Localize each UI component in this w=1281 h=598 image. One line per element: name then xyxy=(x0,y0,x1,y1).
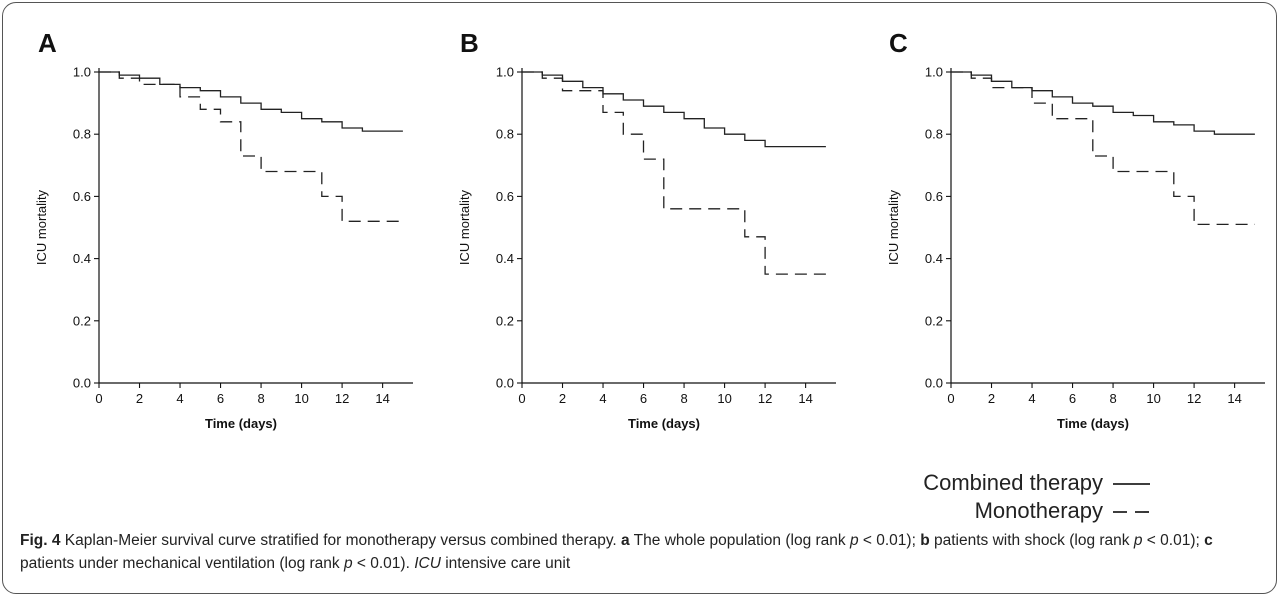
caption-intro: Kaplan-Meier survival curve stratified f… xyxy=(60,532,621,549)
panel-c: C 0.0 0.2 0.4 0.6 0.8 1.0 0 2 4 6 8 10 12 14 Time (days… xyxy=(886,28,1265,431)
y-tick-label: 0.6 xyxy=(496,189,514,204)
x-tick-label: 12 xyxy=(758,391,772,406)
y-tick-label: 0.0 xyxy=(925,376,943,391)
x-tick-label: 10 xyxy=(1146,391,1160,406)
x-tick-label: 8 xyxy=(257,391,264,406)
series-line-monotherapy xyxy=(99,72,403,221)
x-tick-label: 14 xyxy=(798,391,812,406)
caption-p-symbol: p xyxy=(850,532,859,549)
y-tick-label: 1.0 xyxy=(73,65,91,80)
x-tick-label: 10 xyxy=(294,391,308,406)
caption-c-text: patients under mechanical ventilation (l… xyxy=(20,555,344,572)
caption-p-value: < 0.01); xyxy=(859,532,921,549)
x-tick-label: 0 xyxy=(518,391,525,406)
caption-a-label: a xyxy=(621,532,630,549)
panel-letter: A xyxy=(38,28,57,58)
legend: Combined therapy Monotherapy xyxy=(923,470,1152,523)
x-tick-label: 0 xyxy=(947,391,954,406)
y-tick-label: 0.4 xyxy=(925,251,943,266)
y-tick-label: 0.2 xyxy=(925,313,943,328)
series-line-combined xyxy=(522,72,826,147)
x-tick-label: 6 xyxy=(217,391,224,406)
caption-p-value-last: < 0.01). xyxy=(353,555,415,572)
y-tick-label: 0.4 xyxy=(496,251,514,266)
panel-letter: B xyxy=(460,28,479,58)
y-tick-label: 1.0 xyxy=(496,65,514,80)
y-tick-label: 0.6 xyxy=(73,189,91,204)
y-tick-label: 0.8 xyxy=(73,127,91,142)
series-line-monotherapy xyxy=(522,72,826,274)
x-tick-label: 4 xyxy=(1028,391,1035,406)
x-tick-label: 6 xyxy=(640,391,647,406)
x-tick-label: 14 xyxy=(1227,391,1241,406)
x-tick-label: 14 xyxy=(375,391,389,406)
legend-label-monotherapy: Monotherapy xyxy=(975,498,1103,523)
caption-c-label: c xyxy=(1204,532,1213,549)
y-axis-label: ICU mortality xyxy=(34,189,49,265)
caption-p-value: < 0.01); xyxy=(1142,532,1204,549)
caption-icu-abbr: ICU xyxy=(414,555,441,572)
x-axis-label: Time (days) xyxy=(628,416,700,431)
x-tick-label: 8 xyxy=(1109,391,1116,406)
panel-letter: C xyxy=(889,28,908,58)
x-tick-label: 0 xyxy=(95,391,102,406)
caption-b-text: patients with shock (log rank xyxy=(930,532,1134,549)
x-tick-label: 10 xyxy=(717,391,731,406)
y-axis-label: ICU mortality xyxy=(457,189,472,265)
x-tick-label: 2 xyxy=(988,391,995,406)
y-tick-label: 0.2 xyxy=(73,313,91,328)
x-tick-label: 12 xyxy=(335,391,349,406)
caption-fig-label: Fig. 4 xyxy=(20,532,60,549)
x-tick-label: 12 xyxy=(1187,391,1201,406)
x-tick-label: 4 xyxy=(599,391,606,406)
caption-b-label: b xyxy=(920,532,929,549)
y-tick-label: 0.0 xyxy=(496,376,514,391)
x-axis-label: Time (days) xyxy=(1057,416,1129,431)
x-tick-label: 4 xyxy=(176,391,183,406)
series-line-combined xyxy=(951,72,1255,134)
x-tick-label: 6 xyxy=(1069,391,1076,406)
y-tick-label: 0.6 xyxy=(925,189,943,204)
caption-p-symbol: p xyxy=(344,555,353,572)
y-tick-label: 0.4 xyxy=(73,251,91,266)
y-axis-label: ICU mortality xyxy=(886,189,901,265)
y-tick-label: 0.2 xyxy=(496,313,514,328)
x-tick-label: 8 xyxy=(680,391,687,406)
figure-caption: Fig. 4 Kaplan-Meier survival curve strat… xyxy=(20,529,1265,575)
y-tick-label: 0.0 xyxy=(73,376,91,391)
caption-a-text: The whole population (log rank xyxy=(630,532,850,549)
caption-icu-def: intensive care unit xyxy=(441,555,570,572)
panel-b: B 0.0 0.2 0.4 0.6 0.8 1.0 0 2 4 6 8 10 12 14 Time (days… xyxy=(457,28,836,431)
legend-label-combined: Combined therapy xyxy=(923,470,1103,495)
y-tick-label: 0.8 xyxy=(925,127,943,142)
x-tick-label: 2 xyxy=(559,391,566,406)
y-tick-label: 0.8 xyxy=(496,127,514,142)
panel-a: A 0.0 0.2 0.4 0.6 0.8 1.0 0 2 4 6 8 10 12 14 Time (days… xyxy=(34,28,413,431)
x-tick-label: 2 xyxy=(136,391,143,406)
y-tick-label: 1.0 xyxy=(925,65,943,80)
series-line-monotherapy xyxy=(951,72,1255,224)
series-line-combined xyxy=(99,72,403,131)
x-axis-label: Time (days) xyxy=(205,416,277,431)
